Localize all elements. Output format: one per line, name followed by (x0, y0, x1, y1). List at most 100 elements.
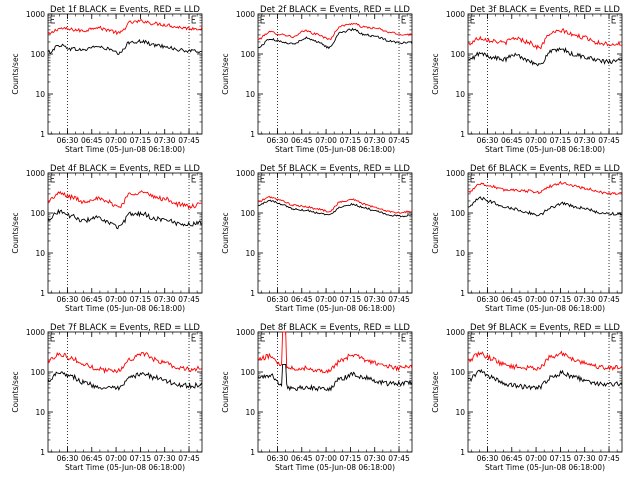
series-line-events-black (467, 368, 623, 391)
x-axis-label: Start Time (05-Jun-08 06:18:00) (275, 145, 395, 154)
y-tick-label: 1 (40, 448, 45, 457)
chart-title: Det 3f BLACK = Events, RED = LLD (470, 5, 620, 15)
x-tick-label: 07:00 (105, 295, 127, 304)
series-line-lld-red (467, 28, 623, 51)
interval-bracket-icon-detail (51, 333, 55, 338)
y-axis-label: Counts/sec (431, 371, 440, 412)
y-tick-label: 1000 (236, 169, 255, 178)
interval-bracket-icon (470, 175, 475, 183)
y-tick-label: 1 (460, 130, 465, 139)
interval-bracket-icon-detail (471, 174, 475, 179)
x-tick-label: 07:15 (550, 454, 572, 463)
interval-bracket-icon (50, 175, 55, 183)
y-tick-label: 1 (40, 289, 45, 298)
x-tick-label: 07:15 (340, 454, 362, 463)
interval-bracket-icon (401, 334, 407, 342)
x-tick-label: 07:30 (154, 295, 176, 304)
x-axis-label: Start Time (05-Jun-08 06:18:00) (485, 463, 605, 472)
y-tick-label: 1000 (446, 10, 465, 19)
x-axis-label: Start Time (05-Jun-08 06:18:00) (485, 304, 605, 313)
x-axis-label: Start Time (05-Jun-08 06:18:00) (65, 145, 185, 154)
interval-bracket-icon (191, 175, 197, 183)
interval-bracket-icon (191, 334, 197, 342)
interval-bracket-icon-detail (612, 333, 617, 338)
chart-panel-9: Det 9f BLACK = Events, RED = LLD 1 10 100 10… (431, 323, 623, 472)
y-tick-label: 100 (451, 209, 466, 218)
interval-bracket-icon-detail (402, 333, 407, 338)
y-tick-label: 1000 (26, 10, 45, 19)
y-tick-label: 100 (31, 50, 46, 59)
x-tick-label: 06:45 (81, 136, 103, 145)
x-tick-label: 06:45 (291, 295, 313, 304)
x-tick-label: 07:30 (364, 136, 386, 145)
x-tick-label: 07:45 (388, 454, 410, 463)
x-tick-label: 06:45 (501, 295, 523, 304)
interval-bracket-icon-detail (51, 174, 55, 179)
interval-bracket-icon-detail (192, 333, 197, 338)
x-tick-label: 07:45 (388, 295, 410, 304)
plot-frame (257, 13, 413, 135)
x-axis-label: Start Time (05-Jun-08 06:18:00) (65, 463, 185, 472)
chart-title: Det 9f BLACK = Events, RED = LLD (470, 323, 620, 333)
chart-title: Det 7f BLACK = Events, RED = LLD (50, 323, 200, 333)
x-tick-label: 07:00 (315, 454, 337, 463)
y-axis-label: Counts/sec (221, 371, 230, 412)
series-line-lld-red (257, 22, 413, 41)
chart-panel-4: Det 4f BLACK = Events, RED = LLD 1 10 100 10… (11, 164, 203, 313)
x-tick-label: 07:00 (315, 136, 337, 145)
x-tick-label: 07:00 (525, 295, 547, 304)
x-tick-label: 07:15 (550, 295, 572, 304)
interval-bracket-icon-detail (261, 15, 265, 20)
x-tick-label: 07:00 (525, 136, 547, 145)
x-tick-label: 06:30 (267, 454, 289, 463)
x-tick-label: 07:45 (598, 295, 620, 304)
y-tick-label: 1000 (236, 328, 255, 337)
chart-title: Det 2f BLACK = Events, RED = LLD (260, 5, 410, 15)
x-axis-label: Start Time (05-Jun-08 06:18:00) (275, 304, 395, 313)
x-tick-label: 06:30 (477, 295, 499, 304)
interval-bracket-icon (401, 175, 407, 183)
series-line-events-black (257, 363, 413, 392)
y-tick-label: 1 (40, 130, 45, 139)
interval-bracket-icon (470, 16, 475, 24)
y-tick-label: 1 (250, 448, 255, 457)
x-tick-label: 06:30 (267, 136, 289, 145)
x-tick-label: 06:45 (81, 454, 103, 463)
chart-title: Det 8f BLACK = Events, RED = LLD (260, 323, 410, 333)
x-tick-label: 07:00 (105, 454, 127, 463)
x-tick-label: 07:30 (574, 295, 596, 304)
series-line-events-black (47, 371, 203, 391)
y-axis-label: Counts/sec (431, 53, 440, 94)
series-line-events-black (467, 46, 623, 67)
chart-panel-2: Det 2f BLACK = Events, RED = LLD 1 10 100 10… (221, 5, 413, 154)
x-tick-label: 07:30 (154, 454, 176, 463)
x-tick-label: 07:30 (574, 136, 596, 145)
plot-frame (47, 331, 203, 453)
interval-bracket-icon (260, 334, 265, 342)
interval-bracket-icon-detail (612, 15, 617, 20)
chart-panel-1: Det 1f BLACK = Events, RED = LLD 1 10 100 10… (11, 5, 203, 154)
interval-bracket-icon-detail (192, 15, 197, 20)
chart-panel-8: Det 8f BLACK = Events, RED = LLD 1 10 100 10… (221, 323, 413, 472)
series-line-lld-red (47, 19, 203, 36)
series-line-events-black (257, 27, 413, 50)
y-tick-label: 100 (31, 368, 46, 377)
y-tick-label: 1000 (446, 169, 465, 178)
chart-panel-3: Det 3f BLACK = Events, RED = LLD 1 10 100 10… (431, 5, 623, 154)
interval-bracket-icon-detail (471, 333, 475, 338)
y-tick-label: 10 (455, 408, 465, 417)
x-tick-label: 06:45 (501, 136, 523, 145)
x-tick-label: 07:45 (598, 136, 620, 145)
x-tick-label: 06:30 (57, 295, 79, 304)
y-axis-label: Counts/sec (11, 371, 20, 412)
x-tick-label: 07:45 (178, 136, 200, 145)
x-tick-label: 07:45 (388, 136, 410, 145)
chart-panel-5: Det 5f BLACK = Events, RED = LLD 1 10 100 10… (221, 164, 413, 313)
interval-bracket-icon-detail (51, 15, 55, 20)
x-tick-label: 07:30 (574, 454, 596, 463)
y-tick-label: 100 (451, 368, 466, 377)
x-tick-label: 07:15 (550, 136, 572, 145)
y-tick-label: 100 (241, 368, 256, 377)
x-tick-label: 07:00 (525, 454, 547, 463)
chart-title: Det 4f BLACK = Events, RED = LLD (50, 164, 200, 174)
